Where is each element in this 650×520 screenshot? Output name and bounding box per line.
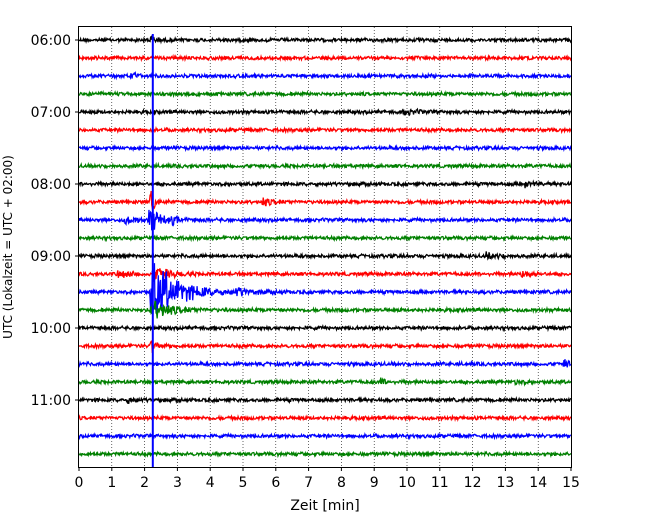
x-tick-label: 12 bbox=[464, 475, 482, 491]
trace-0745 bbox=[78, 161, 572, 171]
trace-1015 bbox=[78, 340, 572, 354]
y-tick-label: 06:00 bbox=[31, 33, 71, 49]
trace-1000 bbox=[78, 323, 572, 333]
y-tick-label: 11:00 bbox=[31, 393, 71, 409]
trace-0915 bbox=[78, 268, 572, 280]
trace-1130 bbox=[78, 431, 572, 441]
x-tick-label: 3 bbox=[173, 475, 182, 491]
y-tick-label: 08:00 bbox=[31, 177, 71, 193]
trace-1115 bbox=[78, 413, 572, 423]
x-tick-label: 13 bbox=[496, 475, 514, 491]
x-tick-label: 14 bbox=[529, 475, 547, 491]
y-axis-ticks: 06:00 07:00 08:00 09:00 10:00 11:00 bbox=[31, 33, 79, 409]
x-tick-label: 11 bbox=[431, 475, 449, 491]
x-tick-label: 2 bbox=[140, 475, 149, 491]
x-tick-label: 4 bbox=[206, 475, 215, 491]
y-tick-label: 10:00 bbox=[31, 321, 71, 337]
x-tick-label: 10 bbox=[398, 475, 416, 491]
x-tick-label: 15 bbox=[562, 475, 580, 491]
trace-0645 bbox=[78, 89, 572, 99]
plot-frame bbox=[78, 26, 572, 468]
x-tick-label: 0 bbox=[75, 475, 84, 491]
trace-0845 bbox=[78, 234, 572, 243]
trace-1145 bbox=[78, 449, 572, 459]
y-tick-label: 07:00 bbox=[31, 105, 71, 121]
x-axis-ticks: 0 1 2 3 4 5 6 7 8 9 10 11 12 13 14 15 bbox=[75, 467, 580, 491]
trace-0900 bbox=[78, 251, 572, 261]
x-tick-label: 6 bbox=[271, 475, 280, 491]
y-tick-label: 09:00 bbox=[31, 249, 71, 265]
trace-0815 bbox=[78, 190, 572, 212]
x-tick-label: 7 bbox=[304, 475, 313, 491]
trace-0615 bbox=[78, 53, 572, 63]
y-axis-label: UTC (Lokalzeit = UTC + 02:00) bbox=[1, 155, 15, 339]
trace-0700 bbox=[78, 107, 572, 117]
trace-0715 bbox=[78, 125, 572, 135]
trace-1030 bbox=[78, 359, 572, 369]
trace-0730 bbox=[78, 143, 572, 153]
x-tick-label: 1 bbox=[107, 475, 116, 491]
trace-0800 bbox=[78, 179, 572, 189]
grid-layer bbox=[111, 27, 539, 467]
trace-layer bbox=[78, 35, 572, 459]
trace-1100 bbox=[78, 395, 572, 405]
x-tick-label: 9 bbox=[370, 475, 379, 491]
x-axis-label: Zeit [min] bbox=[290, 498, 359, 514]
trace-0630 bbox=[78, 70, 572, 81]
x-tick-label: 5 bbox=[239, 475, 248, 491]
x-tick-label: 8 bbox=[337, 475, 346, 491]
trace-0945 bbox=[78, 300, 572, 319]
trace-0600 bbox=[78, 35, 572, 45]
trace-1045 bbox=[78, 377, 572, 387]
trace-0830 bbox=[78, 209, 572, 231]
